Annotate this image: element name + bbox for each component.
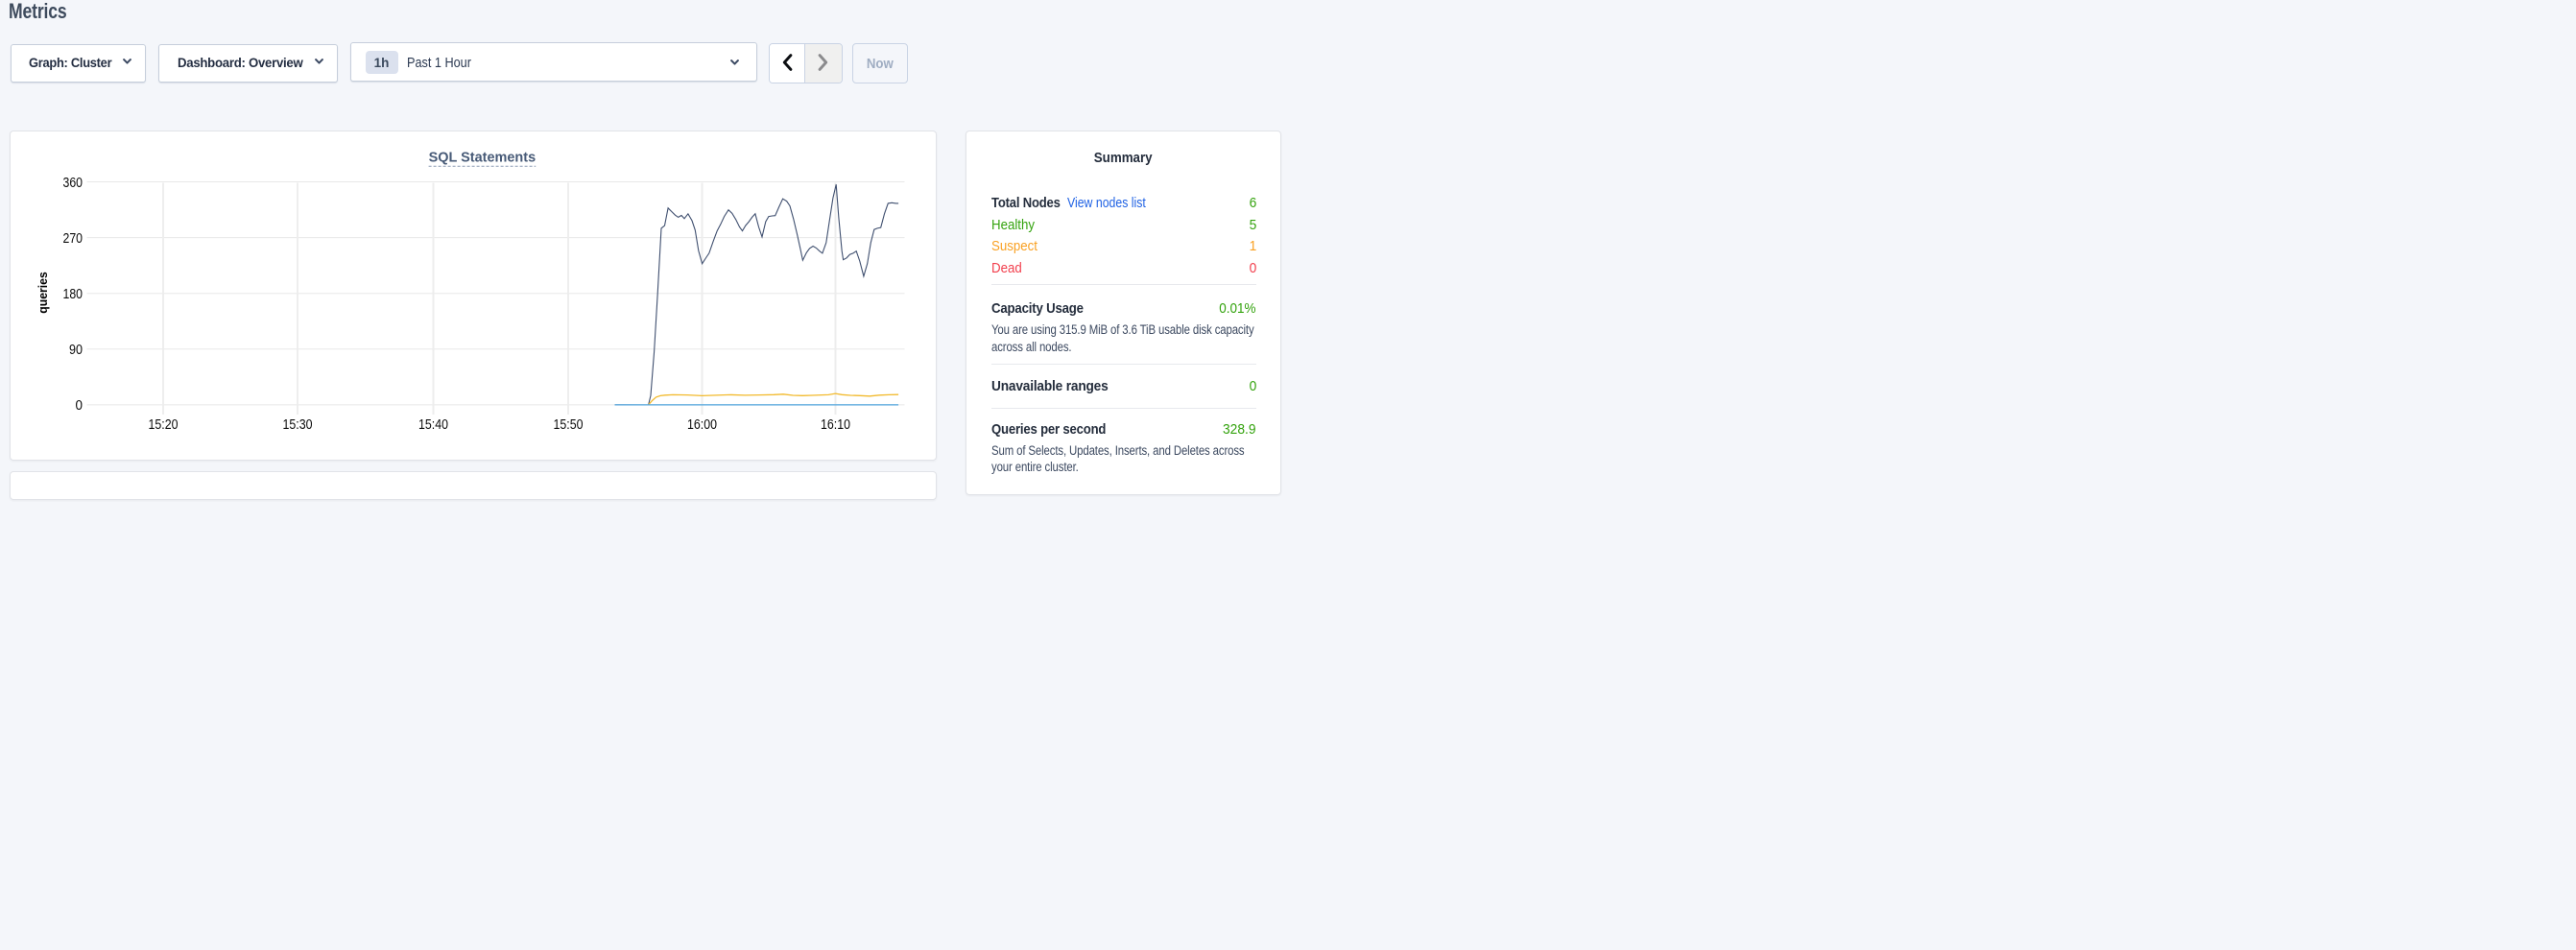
svg-text:15:20: 15:20 [148,417,178,433]
svg-text:360: 360 [62,176,83,191]
svg-text:16:10: 16:10 [821,417,850,433]
svg-text:270: 270 [62,231,83,247]
svg-text:SQL Statements: SQL Statements [428,150,536,166]
svg-text:16:00: 16:00 [687,417,717,433]
svg-text:queries: queries [36,272,50,314]
svg-text:15:40: 15:40 [418,417,448,433]
svg-text:180: 180 [62,287,83,302]
svg-text:0: 0 [75,398,83,414]
svg-text:15:30: 15:30 [282,417,312,433]
svg-text:15:50: 15:50 [553,417,583,433]
svg-text:90: 90 [69,343,83,358]
